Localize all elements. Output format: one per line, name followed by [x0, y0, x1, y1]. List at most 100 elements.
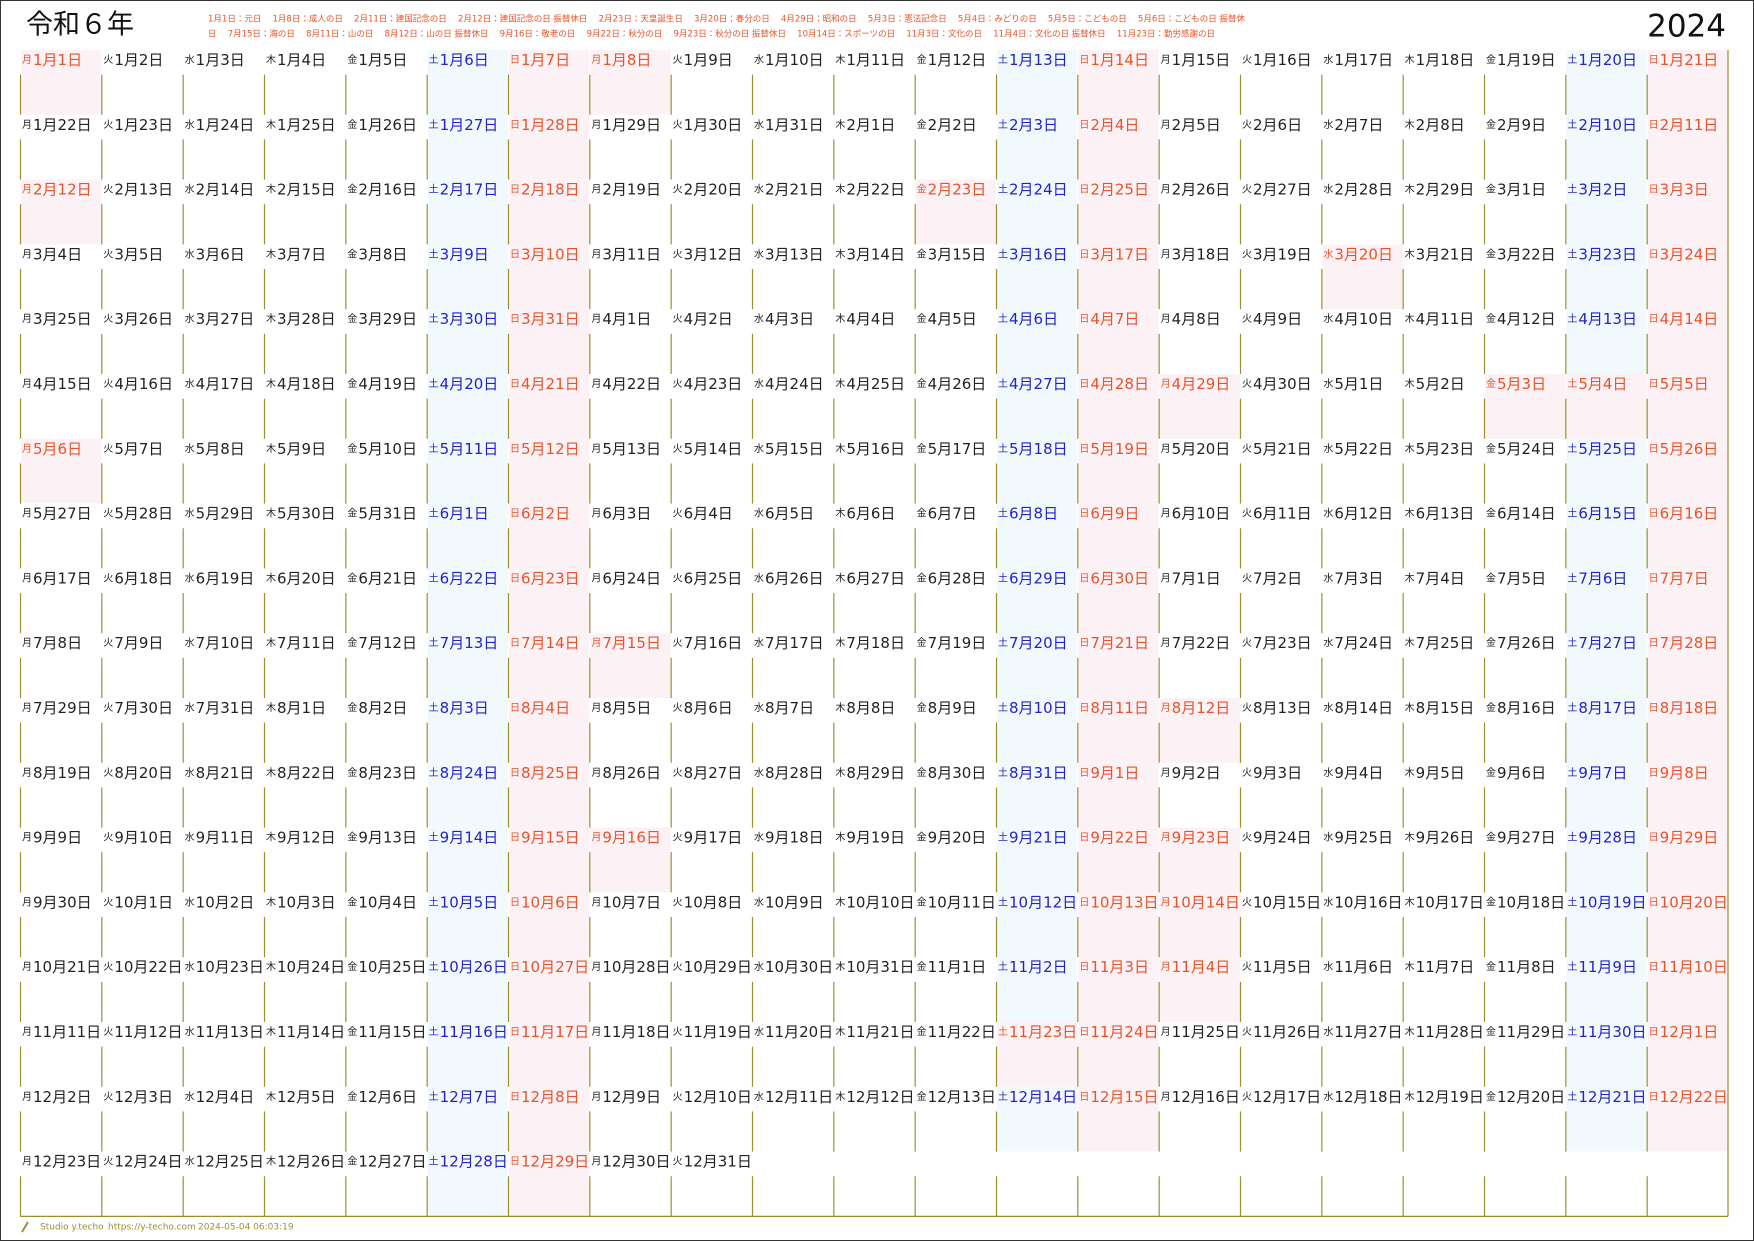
day-cell-bg — [509, 50, 590, 115]
day-cell-bg — [1566, 762, 1647, 828]
weekday: 土 — [998, 895, 1008, 908]
date: 4月8日 — [1172, 310, 1221, 328]
date: 3月20日 — [1334, 245, 1393, 263]
weekday: 月 — [22, 508, 32, 520]
day-cell-bg — [427, 1086, 508, 1152]
day-cell: 火11月12日 — [103, 1023, 182, 1041]
date: 7月7日 — [1660, 569, 1709, 587]
weekday: 火 — [103, 767, 113, 779]
date: 3月27日 — [196, 310, 255, 328]
weekday: 水 — [185, 1026, 195, 1038]
weekday: 月 — [591, 248, 601, 260]
day-cell-bg — [1159, 698, 1240, 763]
day-cell-bg — [997, 309, 1078, 374]
date: 6月16日 — [1660, 504, 1719, 522]
weekday: 火 — [673, 572, 683, 584]
weekday: 金 — [917, 1025, 927, 1038]
day-cell-bg — [1566, 50, 1647, 115]
date: 1月5日 — [358, 51, 407, 69]
day-cell: 月3月4日 — [22, 245, 82, 263]
date: 1月29日 — [602, 115, 661, 133]
weekday: 木 — [266, 443, 276, 455]
weekday: 日 — [1649, 509, 1659, 520]
date: 4月11日 — [1416, 310, 1475, 328]
date: 9月6日 — [1497, 763, 1546, 781]
weekday: 木 — [266, 54, 276, 66]
day-cell: 月12月23日 — [22, 1152, 101, 1170]
day-cell-bg — [1566, 568, 1647, 634]
date: 11月17日 — [521, 1023, 589, 1041]
weekday: 火 — [673, 1091, 683, 1103]
date: 2月15日 — [277, 180, 336, 198]
weekday: 月 — [1161, 54, 1171, 66]
date: 1月6日 — [440, 51, 489, 69]
day-cell: 金5月24日 — [1486, 439, 1556, 457]
weekday: 土 — [998, 183, 1008, 196]
weekday: 木 — [835, 378, 845, 390]
day-cell: 火12月3日 — [103, 1087, 173, 1105]
weekday: 土 — [1567, 636, 1577, 649]
weekday: 金 — [347, 118, 357, 131]
date: 9月13日 — [358, 828, 417, 846]
day-cell: 木4月18日 — [266, 375, 336, 393]
date: 9月17日 — [684, 828, 743, 846]
weekday: 水 — [1323, 443, 1333, 455]
day-cell: 水11月6日 — [1323, 958, 1393, 976]
weekday: 木 — [1405, 1026, 1415, 1038]
day-cell: 金3月29日 — [347, 310, 417, 328]
date: 8月22日 — [277, 763, 336, 781]
date: 9月18日 — [765, 828, 824, 846]
day-cell: 月9月23日 — [1161, 828, 1231, 846]
day-cell: 金2月2日 — [917, 115, 977, 133]
date: 2月16日 — [358, 180, 417, 198]
date: 6月8日 — [1009, 504, 1058, 522]
day-cell: 土6月8日 — [998, 504, 1058, 522]
date: 5月3日 — [1497, 375, 1546, 393]
weekday: 日 — [1649, 1092, 1659, 1103]
day-cell: 月12月16日 — [1161, 1087, 1240, 1105]
weekday: 金 — [347, 960, 357, 973]
weekday: 日 — [510, 509, 520, 520]
day-cell: 水3月13日 — [754, 245, 824, 263]
weekday: 金 — [347, 571, 357, 584]
weekday: 日 — [1079, 638, 1089, 649]
day-cell-bg — [997, 698, 1078, 763]
day-cell: 日1月21日 — [1649, 51, 1719, 69]
day-cell-bg — [1078, 179, 1159, 245]
date: 3月24日 — [1660, 245, 1719, 263]
day-cell: 火9月3日 — [1242, 763, 1302, 781]
day-cell: 火2月27日 — [1242, 180, 1312, 198]
day-cell-bg — [997, 179, 1078, 245]
weekday: 水 — [1323, 767, 1333, 779]
weekday: 木 — [1405, 702, 1415, 714]
weekday: 日 — [1079, 703, 1089, 714]
weekday: 水 — [185, 961, 195, 973]
day-cell: 水11月13日 — [185, 1023, 264, 1041]
date: 7月6日 — [1578, 569, 1627, 587]
weekday: 土 — [1567, 701, 1577, 714]
date: 12月19日 — [1416, 1087, 1484, 1105]
day-cell: 月11月4日 — [1161, 958, 1231, 976]
weekday: 木 — [1405, 443, 1415, 455]
weekday: 土 — [998, 960, 1008, 973]
day-cell: 火12月17日 — [1242, 1087, 1321, 1105]
date: 9月12日 — [277, 828, 336, 846]
day-cell: 水11月27日 — [1323, 1023, 1402, 1041]
date: 3月26日 — [114, 310, 173, 328]
date: 7月28日 — [1660, 634, 1719, 652]
date: 2月9日 — [1497, 115, 1546, 133]
day-cell: 水2月21日 — [754, 180, 824, 198]
weekday: 水 — [185, 313, 195, 325]
date: 4月30日 — [1253, 375, 1312, 393]
weekday: 火 — [673, 637, 683, 649]
day-cell-bg — [1647, 762, 1728, 828]
weekday: 土 — [998, 1025, 1008, 1038]
day-cell: 水12月18日 — [1323, 1087, 1402, 1105]
date: 6月23日 — [521, 569, 580, 587]
day-cell: 月6月24日 — [591, 569, 661, 587]
weekday: 火 — [673, 896, 683, 908]
day-cell: 日6月2日 — [510, 504, 570, 522]
day-cell: 木12月26日 — [266, 1152, 345, 1170]
date: 5月12日 — [521, 439, 580, 457]
day-cell-bg — [1078, 50, 1159, 115]
